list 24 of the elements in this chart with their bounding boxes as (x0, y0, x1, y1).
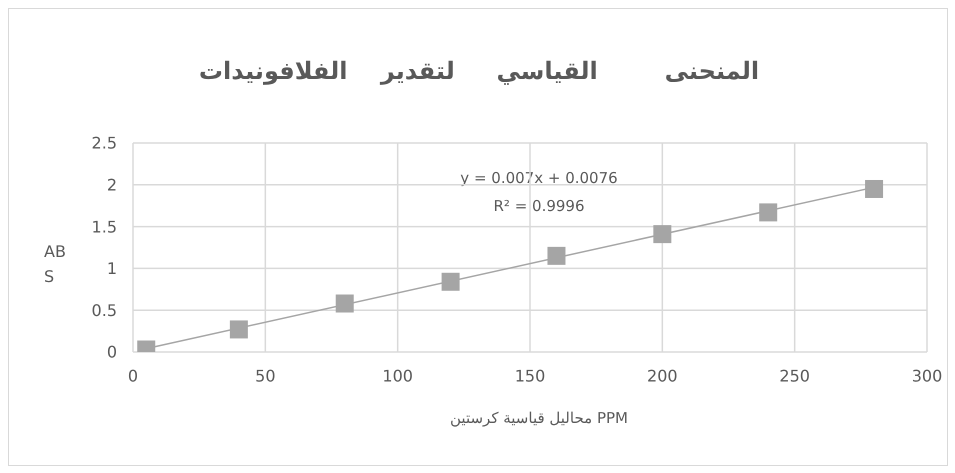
point (336, 294, 354, 313)
chart-title: المنحنى القياسي لتقدير الفلافونيدات (198, 57, 760, 85)
x-tick-label: 50 (255, 366, 276, 386)
x-tick-label: 150 (514, 366, 546, 386)
y-tick-label: 0 (106, 342, 117, 362)
point (653, 225, 672, 244)
y-axis-title: ABS (44, 241, 67, 288)
x-tick-label: 250 (779, 366, 810, 386)
y-tick-label: 2 (106, 175, 117, 194)
x-axis-title: محاليل قياسية كرستين PPM (449, 409, 629, 427)
x-tick-label: 0 (128, 366, 138, 386)
y-tick-label: 0.5 (92, 300, 117, 320)
point (865, 180, 884, 198)
x-tick-label: 100 (382, 366, 413, 386)
point (230, 320, 248, 338)
x-tick-label: 300 (912, 366, 942, 386)
point (442, 272, 460, 291)
point (759, 203, 778, 222)
y-tick-label: 1 (106, 259, 117, 278)
point (547, 246, 566, 265)
annotation: R² = 0.9996 (492, 197, 586, 215)
y-tick-label: 2.5 (92, 134, 117, 153)
y-tick-label: 1.5 (92, 217, 117, 236)
x-tick-label: 200 (647, 366, 678, 386)
